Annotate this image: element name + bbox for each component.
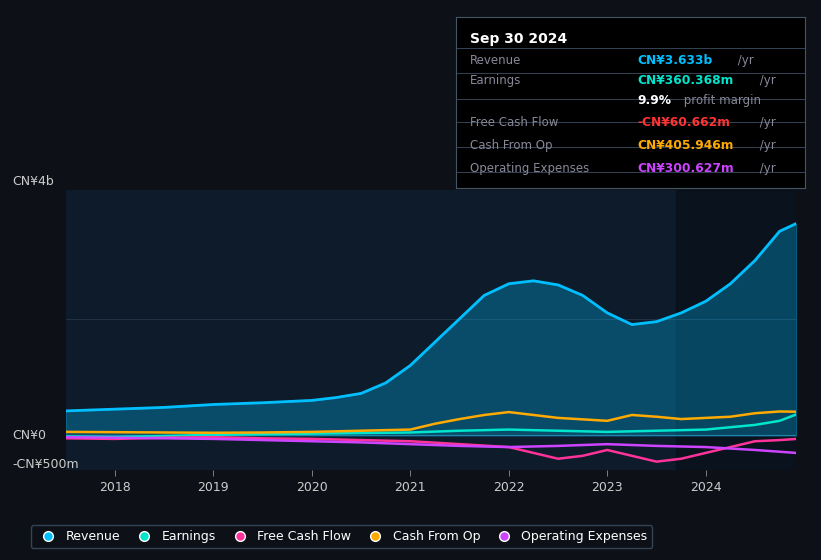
Bar xyxy=(677,190,796,470)
Text: /yr: /yr xyxy=(756,74,776,87)
Text: Revenue: Revenue xyxy=(470,54,521,67)
Text: CN¥4b: CN¥4b xyxy=(12,175,54,188)
Text: /yr: /yr xyxy=(756,162,776,175)
Text: CN¥0: CN¥0 xyxy=(12,429,46,442)
Text: Cash From Op: Cash From Op xyxy=(470,139,552,152)
Text: Sep 30 2024: Sep 30 2024 xyxy=(470,32,566,46)
Text: Operating Expenses: Operating Expenses xyxy=(470,162,589,175)
Text: CN¥405.946m: CN¥405.946m xyxy=(637,139,733,152)
Text: Free Cash Flow: Free Cash Flow xyxy=(470,116,558,129)
Text: CN¥3.633b: CN¥3.633b xyxy=(637,54,713,67)
Text: /yr: /yr xyxy=(756,139,776,152)
Text: Earnings: Earnings xyxy=(470,74,521,87)
Text: 9.9%: 9.9% xyxy=(637,94,671,107)
Text: CN¥360.368m: CN¥360.368m xyxy=(637,74,733,87)
Text: profit margin: profit margin xyxy=(681,94,761,107)
Text: /yr: /yr xyxy=(735,54,754,67)
Text: -CN¥500m: -CN¥500m xyxy=(12,458,79,471)
Text: /yr: /yr xyxy=(756,116,776,129)
Legend: Revenue, Earnings, Free Cash Flow, Cash From Op, Operating Expenses: Revenue, Earnings, Free Cash Flow, Cash … xyxy=(31,525,653,548)
Text: CN¥300.627m: CN¥300.627m xyxy=(637,162,734,175)
Text: -CN¥60.662m: -CN¥60.662m xyxy=(637,116,730,129)
